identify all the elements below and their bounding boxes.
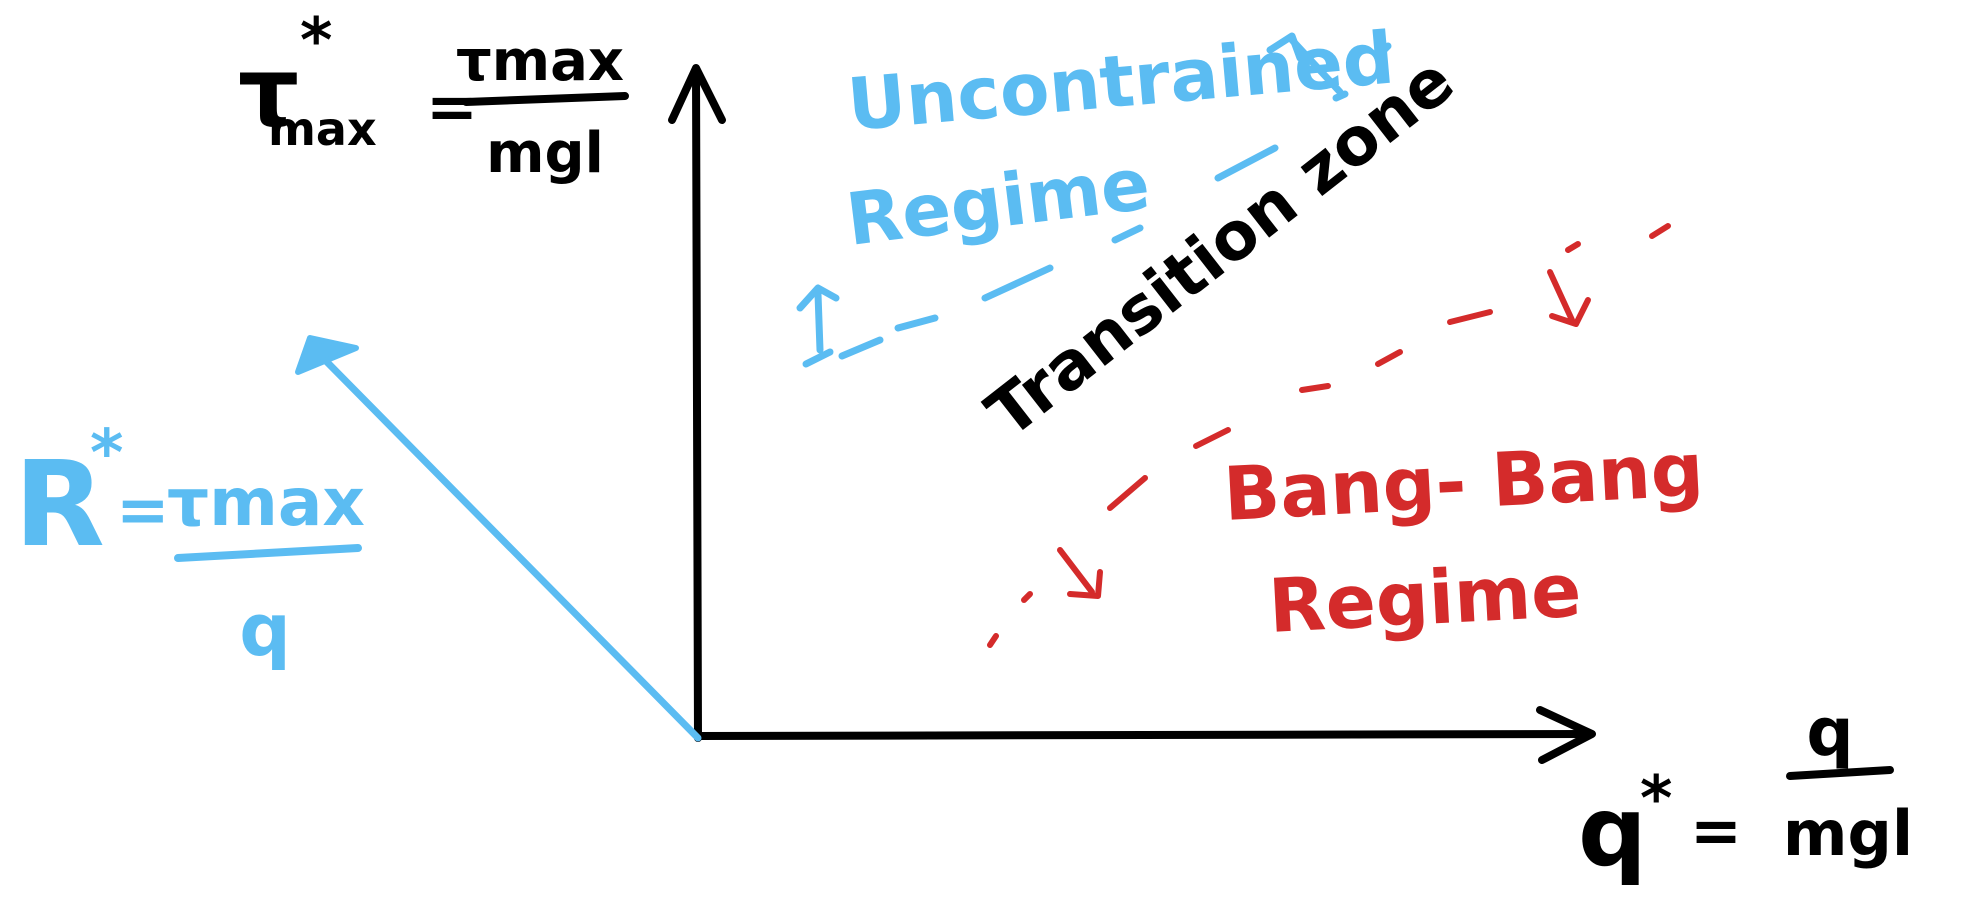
bang-bang-label-line1: Bang- Bang xyxy=(1221,427,1705,538)
lower-boundary-dashed xyxy=(987,223,1671,648)
y-axis-numerator: τmax xyxy=(456,29,624,94)
bang-bang-label-line2: Regime xyxy=(1266,548,1583,650)
x-axis-denominator: mgl xyxy=(1783,797,1913,870)
ratio-denominator: q xyxy=(239,588,291,672)
ratio-line xyxy=(295,335,702,742)
y-axis-fraction-bar xyxy=(462,92,629,106)
y-axis-equals: = xyxy=(426,70,478,143)
ratio-label: R * = τmax q xyxy=(14,417,365,672)
y-axis-subscript: max xyxy=(268,102,377,156)
x-axis-symbol: q xyxy=(1578,776,1647,888)
bang-bang-regime-label: Bang- Bang Regime xyxy=(1221,427,1705,650)
ratio-fraction-bar xyxy=(174,544,362,562)
y-axis-superscript: * xyxy=(300,4,332,77)
ratio-line-arrowhead xyxy=(295,335,359,375)
ratio-equals: = xyxy=(116,474,170,548)
y-axis-symbol: τ xyxy=(238,36,299,148)
x-axis-label: q * = q mgl xyxy=(1578,694,1913,888)
unconstrained-label-line2: Regime xyxy=(842,141,1154,261)
ratio-numerator: τmax xyxy=(167,464,365,541)
upper-boundary-arrows xyxy=(796,32,1344,354)
ratio-symbol: R xyxy=(14,435,105,573)
x-axis-equals: = xyxy=(1690,794,1742,867)
y-axis-label: τ * max = τmax mgl xyxy=(238,4,629,186)
ratio-superscript: * xyxy=(90,417,123,491)
y-axis-denominator: mgl xyxy=(486,121,604,186)
y-axis xyxy=(668,64,726,742)
x-axis-superscript: * xyxy=(1640,762,1672,835)
upper-boundary-dashed xyxy=(802,42,1392,368)
x-axis xyxy=(696,706,1596,764)
lower-boundary-arrows xyxy=(1057,269,1591,599)
x-axis-numerator: q xyxy=(1806,694,1853,771)
x-axis-fraction-bar xyxy=(1786,766,1894,780)
